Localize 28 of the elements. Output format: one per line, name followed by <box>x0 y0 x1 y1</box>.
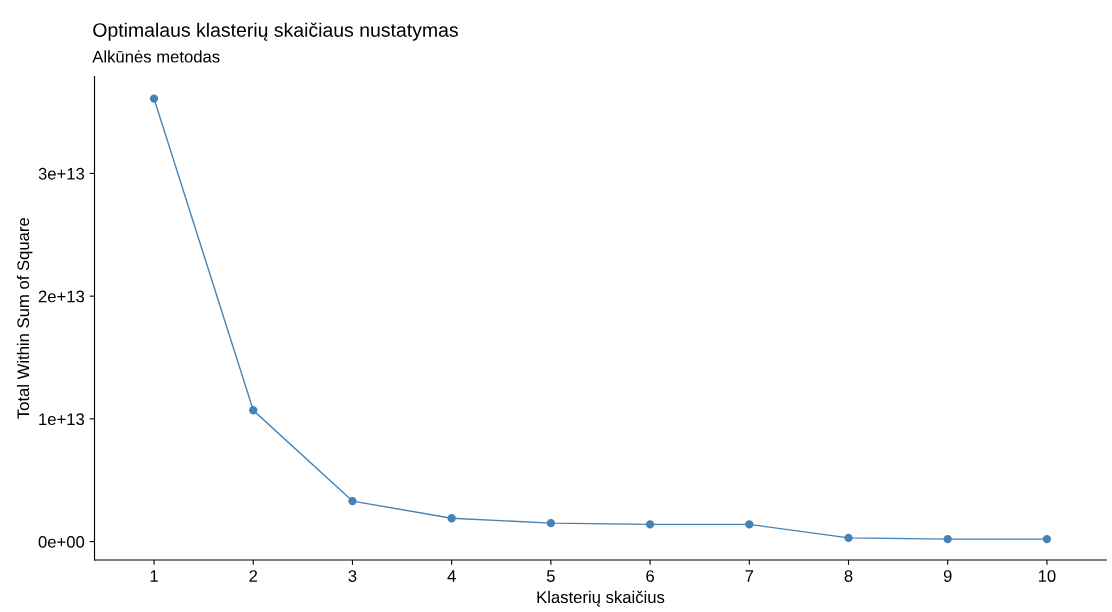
chart-subtitle: Alkūnės metodas <box>92 50 220 63</box>
x-axis-title: Klasterių skaičius <box>537 590 665 607</box>
point <box>447 514 456 523</box>
y-axis-title: Total Within Sum of Square <box>16 218 33 419</box>
x-tick-label: 10 <box>1038 570 1056 582</box>
point <box>745 520 754 529</box>
y-tick-label: 1e+13 <box>39 413 85 426</box>
y-tick-label: 0e+00 <box>38 535 85 548</box>
x-tick-label: 6 <box>646 570 654 582</box>
point <box>348 496 357 506</box>
chart-title: Optimalaus klasterių skaičiaus nustatymas <box>93 22 458 41</box>
point <box>844 533 853 543</box>
x-tick-label: 2 <box>249 570 258 582</box>
x-tick-label: 7 <box>745 570 754 582</box>
point <box>1042 534 1052 544</box>
x-tick-label: 9 <box>943 570 952 582</box>
point <box>149 94 159 103</box>
point <box>249 406 258 415</box>
x-tick-label: 4 <box>447 570 456 582</box>
y-tick-label: 3e+13 <box>38 167 85 180</box>
x-tick-label: 3 <box>348 570 357 582</box>
point <box>943 534 952 544</box>
x-tick-label: 5 <box>546 570 555 582</box>
x-tick-label: 1 <box>150 570 158 582</box>
point <box>645 520 655 529</box>
x-tick-label: 8 <box>844 570 853 582</box>
y-tick-label: 2e+13 <box>38 290 85 303</box>
point <box>546 518 556 528</box>
